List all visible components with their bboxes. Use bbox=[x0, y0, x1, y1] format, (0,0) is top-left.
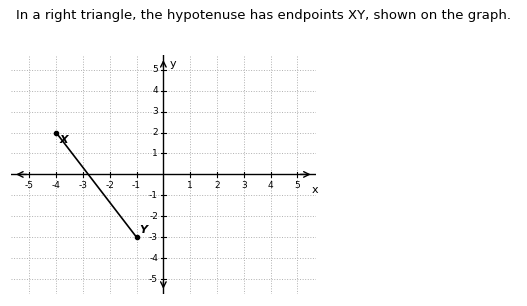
Text: -5: -5 bbox=[149, 274, 158, 284]
Text: 4: 4 bbox=[152, 86, 158, 95]
Text: 1: 1 bbox=[187, 181, 193, 190]
Text: -4: -4 bbox=[149, 254, 158, 263]
Text: -2: -2 bbox=[149, 212, 158, 221]
Text: 2: 2 bbox=[214, 181, 220, 190]
Text: x: x bbox=[311, 185, 318, 195]
Text: -1: -1 bbox=[132, 181, 141, 190]
Text: 4: 4 bbox=[268, 181, 274, 190]
Text: -3: -3 bbox=[149, 233, 158, 242]
Text: -5: -5 bbox=[25, 181, 34, 190]
Text: -1: -1 bbox=[149, 191, 158, 200]
Text: X: X bbox=[60, 135, 68, 145]
Text: 3: 3 bbox=[241, 181, 247, 190]
Text: y: y bbox=[170, 59, 177, 69]
Text: -2: -2 bbox=[105, 181, 114, 190]
Text: In a right triangle, the hypotenuse has endpoints XY, shown on the graph.: In a right triangle, the hypotenuse has … bbox=[16, 9, 511, 22]
Text: 1: 1 bbox=[152, 149, 158, 158]
Text: -3: -3 bbox=[79, 181, 87, 190]
Text: 3: 3 bbox=[152, 107, 158, 116]
Text: Y: Y bbox=[140, 225, 148, 235]
Text: 2: 2 bbox=[152, 128, 158, 137]
Text: 5: 5 bbox=[152, 65, 158, 74]
Text: -4: -4 bbox=[52, 181, 61, 190]
Text: 5: 5 bbox=[295, 181, 300, 190]
